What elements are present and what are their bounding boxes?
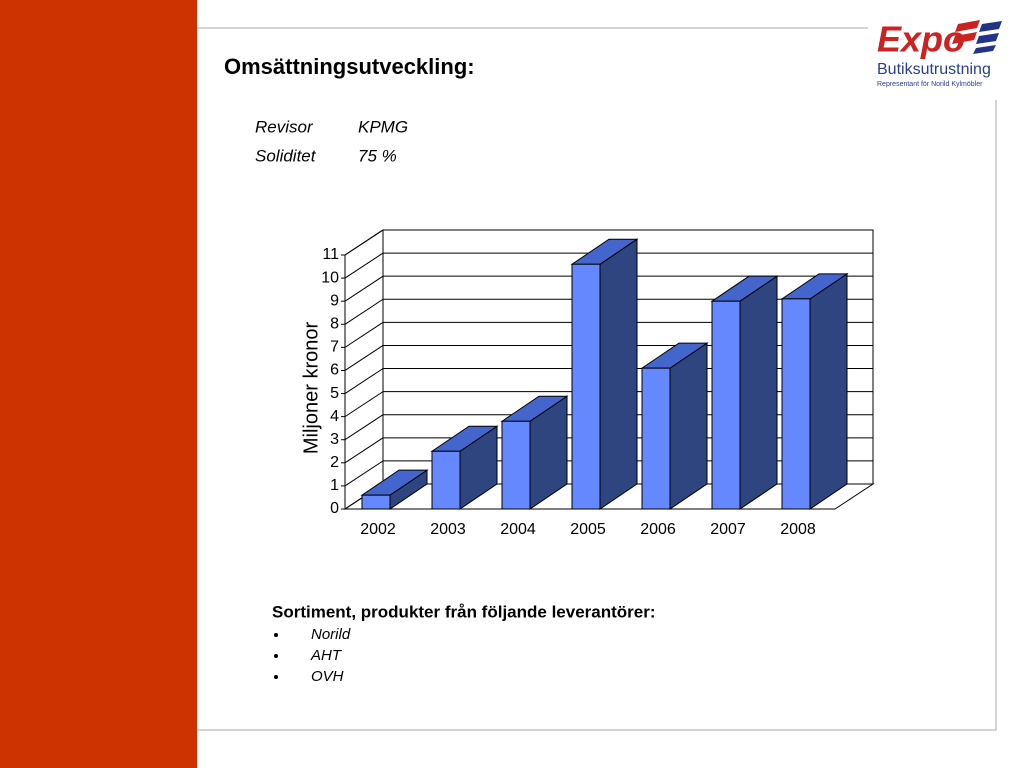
info-label: Revisor (255, 117, 314, 136)
grid-line (344, 345, 384, 371)
grid-line (344, 321, 384, 348)
y-tick-label: 7 (330, 339, 339, 356)
grid-line (344, 460, 384, 487)
logo-brand: Expo (877, 19, 965, 60)
side-band (0, 0, 197, 768)
slide-title: Omsättningsutveckling: (224, 54, 475, 79)
bar (571, 263, 601, 510)
grid-line (344, 229, 384, 256)
bar-side (599, 238, 638, 510)
y-tick-label: 8 (330, 315, 339, 332)
x-tick-label: 2008 (780, 521, 816, 538)
list-heading: Sortiment, produkter från följande lever… (272, 602, 656, 621)
frame (197, 100, 997, 731)
grid-line (344, 391, 384, 418)
bar-side (739, 275, 778, 510)
grid-line (344, 252, 384, 279)
y-tick-label: 0 (330, 500, 339, 517)
y-tick-label: 4 (330, 408, 339, 425)
bullet (274, 654, 278, 658)
bar (711, 300, 741, 510)
bar (641, 367, 671, 510)
y-tick-label: 10 (321, 269, 339, 286)
x-tick-label: 2005 (570, 521, 606, 538)
bar-side (669, 342, 708, 510)
logo-flag (952, 20, 1002, 54)
bar (361, 494, 391, 510)
list-item: OVH (311, 668, 344, 685)
grid-line (344, 437, 384, 464)
grid-line (344, 368, 384, 394)
y-tick-label: 5 (330, 385, 339, 402)
x-tick-label: 2004 (500, 521, 536, 538)
y-tick-label: 2 (330, 454, 339, 471)
list-item: AHT (310, 647, 343, 664)
x-tick-label: 2007 (710, 521, 746, 538)
bar-side (809, 272, 848, 510)
bar (431, 450, 461, 510)
grid-line (344, 298, 384, 325)
x-tick-label: 2003 (430, 521, 466, 538)
x-tick-label: 2002 (360, 521, 396, 538)
bullet (274, 675, 278, 679)
x-tick-label: 2006 (640, 521, 676, 538)
bullet (274, 633, 278, 637)
y-tick-label: 11 (322, 246, 339, 263)
info-value: KPMG (358, 117, 408, 136)
grid-line (344, 414, 384, 441)
y-axis-label: Miljoner kronor (300, 322, 322, 455)
y-tick-label: 3 (330, 431, 339, 448)
y-tick-label: 9 (330, 292, 339, 309)
bar (781, 298, 811, 510)
logo-name: Butiksutrustning (877, 61, 991, 78)
bar (501, 420, 531, 510)
y-tick-label: 6 (330, 362, 339, 379)
logo-tagline: Representant för Norild Kylmöbler (877, 81, 983, 88)
grid-line (344, 275, 384, 302)
y-tick-label: 1 (330, 477, 339, 494)
info-label: Soliditet (255, 146, 317, 165)
side-wall (344, 229, 384, 510)
info-value: 75 % (358, 146, 397, 165)
list-item: Norild (311, 626, 351, 643)
